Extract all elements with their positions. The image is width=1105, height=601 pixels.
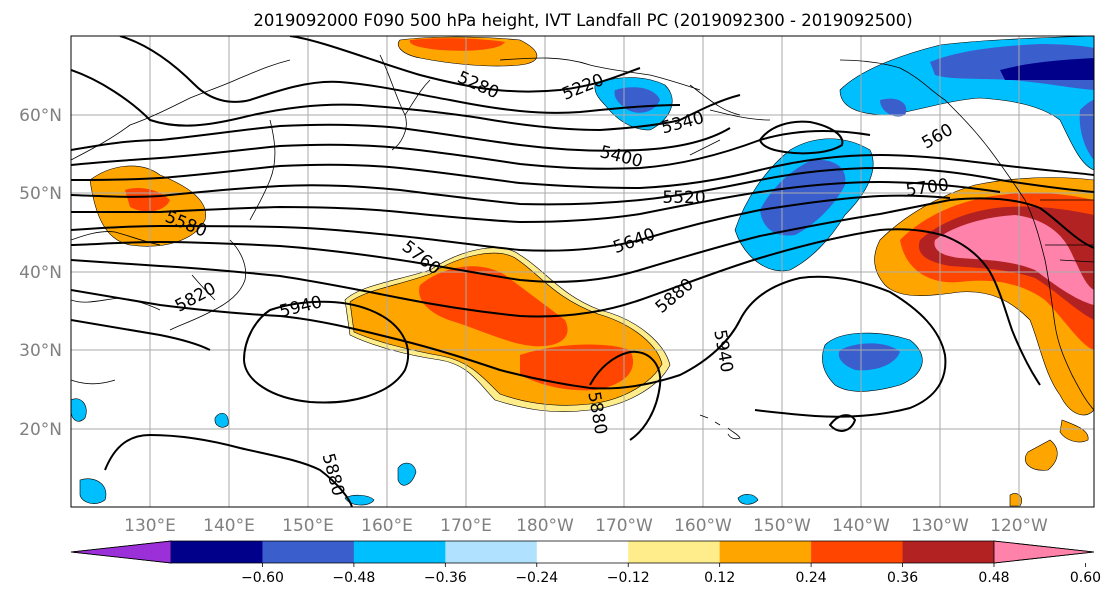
colorbar-bin [902,541,995,563]
ivt-negative-area [214,412,229,428]
colorbar-outline [70,540,1095,564]
figure-title: 2019092000 F090 500 hPa height, IVT Land… [253,11,912,30]
height-contour [71,123,731,152]
height-contour [71,130,871,170]
ivt-positive-core [409,38,505,51]
lat-tick-label: 30°N [19,341,62,361]
lon-tick-label: 160°W [674,516,732,536]
colorbar: −0.60 −0.48 −0.36 −0.24 −0.12 0.12 0.24 0.36 0.4… [70,540,1101,586]
height-contour [242,300,410,404]
lon-tick-label: 120°W [990,516,1048,536]
height-contour [119,36,681,114]
ivt-positive-area [1059,419,1089,443]
lon-tick-label: 180°W [516,516,574,536]
contour-label: 5520 [662,188,705,208]
map-frame [70,35,1095,508]
height-contour [71,166,1094,206]
lon-tick-label: 150°E [282,516,334,536]
lon-tick-label: 170°E [440,516,492,536]
lat-tick-label: 40°N [19,263,62,283]
colorbar-tick-label: −0.36 [424,570,467,586]
colorbar-extend-high [993,540,1095,564]
ivt-negative-area [1000,58,1094,80]
colorbar-tick-label: 0.36 [887,570,918,586]
ivt-positive-core [125,188,170,212]
colorbar-bin [353,541,446,563]
colorbar-tick-label: 0.12 [704,570,735,586]
height-contour [71,153,1094,190]
height-contour [589,350,662,441]
lon-axis: 130°E 140°E 150°E 160°E 170°E 180°W 170°… [124,516,1048,536]
colorbar-extend-low [70,540,172,564]
ivt-positive-core [419,266,568,347]
coastlines [71,54,1094,440]
colorbar-bin [536,541,629,563]
colorbar-bin [628,541,721,563]
asia-coast [71,59,291,385]
graticule [71,36,1094,507]
lat-tick-label: 50°N [19,184,62,204]
ivt-negative-area [79,478,107,504]
lon-tick-label: 160°E [361,516,413,536]
colorbar-tick-label: −0.24 [515,570,558,586]
height-contour [289,36,641,93]
lat-tick-label: 60°N [19,106,62,126]
ivt-negative-area [344,494,375,506]
ivt-negative-area [880,98,907,117]
lon-tick-label: 140°W [832,516,890,536]
height-contour [758,120,844,155]
ivt-negative-area [397,462,417,486]
height-contour [71,197,1094,283]
ivt-negative-area [71,398,87,422]
lon-tick-label: 170°W [595,516,653,536]
lon-tick-label: 130°E [124,516,176,536]
hawaii-islands [699,414,741,440]
kamchatka-coast [379,54,431,151]
height-contour [71,69,741,132]
colorbar-tick-label: 0.48 [978,570,1009,586]
japan-coast [169,239,247,331]
colorbar-bin [445,541,538,563]
lon-tick-label: 140°E [203,516,255,536]
colorbar-tick-label: 0.60 [1070,570,1101,586]
lon-tick-label: 150°W [753,516,811,536]
ivt-positive-core [520,344,634,391]
height-contour [104,433,353,507]
height-contour [71,180,1001,224]
aleutian-islands [689,109,771,156]
height-contour [71,194,951,252]
ivt-positive-area [1024,439,1058,471]
alaska-coast [839,59,1094,411]
colorbar-tick-label: −0.60 [241,570,284,586]
colorbar-bin [811,541,904,563]
colorbar-tick-label: −0.12 [607,570,650,586]
lat-axis: 60°N 50°N 40°N 30°N 20°N [19,106,62,440]
ivt-negative-area [760,159,846,236]
colorbar-bin [262,541,355,563]
sakhalin-coast [249,119,276,221]
colorbar-tick-label: −0.48 [332,570,375,586]
height-contours [71,36,1094,507]
map-panel: 5280 5220 5340 5400 5520 5640 5700 560 5… [71,36,1094,507]
lon-tick-label: 130°W [911,516,969,536]
ivt-negative-area [737,494,759,505]
height-contour [71,319,211,351]
height-contour [71,228,1041,386]
lat-tick-label: 20°N [19,420,62,440]
ivt-positive-core [934,215,1094,305]
ivt-shading [71,36,1094,507]
colorbar-tick-label: 0.24 [796,570,827,586]
ivt-positive-area [1009,493,1022,507]
height-contour [71,275,947,418]
colorbar-bin [719,541,812,563]
height-contour [828,414,857,432]
colorbar-bin [171,541,263,563]
